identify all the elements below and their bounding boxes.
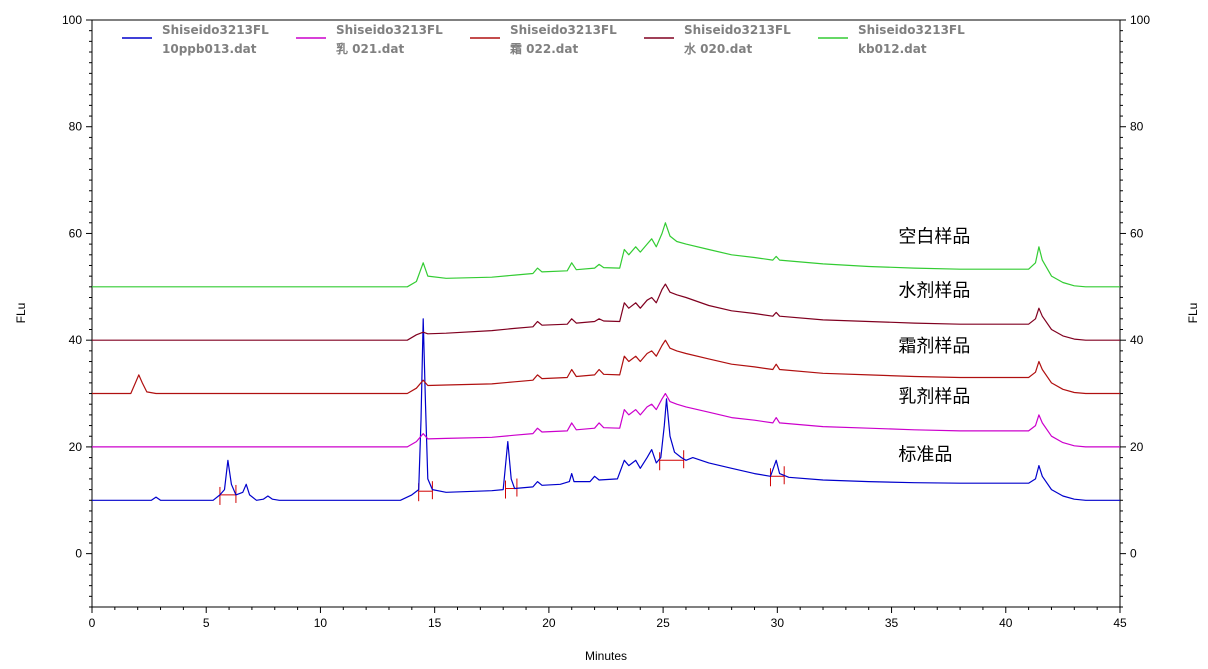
x-tick-label: 25 (656, 616, 670, 630)
trace-annotation: 标准品 (898, 444, 952, 465)
legend: Shiseido3213FL 10ppb013.dat Shiseido3213FL… (122, 23, 965, 56)
series-line-5 (92, 222, 1120, 288)
x-tick-label: 10 (314, 616, 328, 630)
legend-label-line2: kb012.dat (858, 42, 927, 56)
integration-markers (219, 450, 785, 505)
legend-label-line1: Shiseido3213FL (510, 23, 617, 37)
x-tick-label: 35 (885, 616, 899, 630)
y-tick-label-right: 100 (1130, 13, 1150, 27)
legend-label-line1: Shiseido3213FL (858, 23, 965, 37)
x-tick-label: 30 (771, 616, 785, 630)
x-axis-label: Minutes (585, 649, 627, 663)
trace-annotation: 乳剂样品 (898, 387, 970, 408)
plot-frame (91, 19, 1121, 608)
x-tick-label: 0 (89, 616, 96, 630)
x-tick-label: 45 (1113, 616, 1127, 630)
y-axis-label-right: FLu (1186, 303, 1200, 324)
x-tick-label: 40 (999, 616, 1013, 630)
y-tick-label-right: 0 (1130, 547, 1137, 561)
x-tick-label: 15 (428, 616, 442, 630)
trace-annotation: 霜剂样品 (898, 336, 970, 357)
y-tick-label-right: 40 (1130, 333, 1144, 347)
legend-label-line2: 乳 021.dat (336, 41, 404, 56)
trace-annotation: 水剂样品 (898, 280, 970, 301)
legend-label-line1: Shiseido3213FL (684, 23, 791, 37)
series-line-1 (92, 318, 1120, 501)
legend-label-line1: Shiseido3213FL (336, 23, 443, 37)
y-axis-label-left: FLu (14, 303, 28, 324)
ticks: 0 5 10 15 20 25 30 35 40 45 0 0 20 20 40 40 60 60 80 80 100 1… (62, 13, 1150, 630)
series-line-2 (92, 392, 1120, 448)
series-line-4 (92, 283, 1120, 341)
x-tick-label: 5 (203, 616, 210, 630)
y-tick-label-left: 80 (69, 120, 83, 134)
x-tick-label: 20 (542, 616, 556, 630)
legend-label-line2: 霜 022.dat (509, 42, 578, 56)
y-tick-label-left: 20 (69, 440, 83, 454)
series-lines (92, 222, 1120, 501)
series-line-3 (92, 339, 1120, 395)
y-tick-label-left: 100 (62, 13, 82, 27)
y-tick-label-left: 40 (69, 333, 83, 347)
axes (91, 19, 1121, 608)
y-tick-label-right: 80 (1130, 120, 1144, 134)
legend-label-line1: Shiseido3213FL (162, 23, 269, 37)
legend-label-line2: 水 020.dat (684, 41, 752, 56)
y-tick-label-right: 20 (1130, 440, 1144, 454)
trace-annotation: 空白样品 (898, 227, 970, 248)
y-tick-label-left: 60 (69, 226, 83, 240)
y-tick-label-right: 60 (1130, 226, 1144, 240)
legend-label-line2: 10ppb013.dat (162, 42, 257, 56)
y-tick-label-left: 0 (75, 547, 82, 561)
